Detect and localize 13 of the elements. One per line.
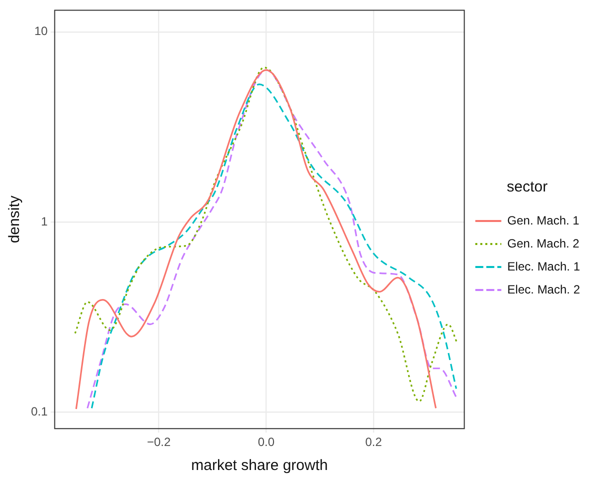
legend-label: Elec. Mach. 2 bbox=[507, 282, 580, 296]
legend-title: sector bbox=[506, 178, 548, 196]
x-tick-label: 0.0 bbox=[258, 435, 275, 450]
legend-label: Gen. Mach. 1 bbox=[507, 213, 580, 228]
x-axis-title: market share growth bbox=[191, 457, 328, 474]
x-tick-label: −0.2 bbox=[146, 435, 171, 450]
x-tick-label: 0.2 bbox=[365, 435, 382, 450]
y-tick-label: 10 bbox=[34, 24, 48, 38]
y-axis-title: density bbox=[6, 195, 24, 244]
y-tick-label: 1 bbox=[40, 214, 48, 228]
y-tick-label: 0.1 bbox=[30, 404, 48, 419]
legend-label: Elec. Mach. 1 bbox=[507, 259, 580, 274]
legend-label: Gen. Mach. 2 bbox=[507, 236, 580, 250]
